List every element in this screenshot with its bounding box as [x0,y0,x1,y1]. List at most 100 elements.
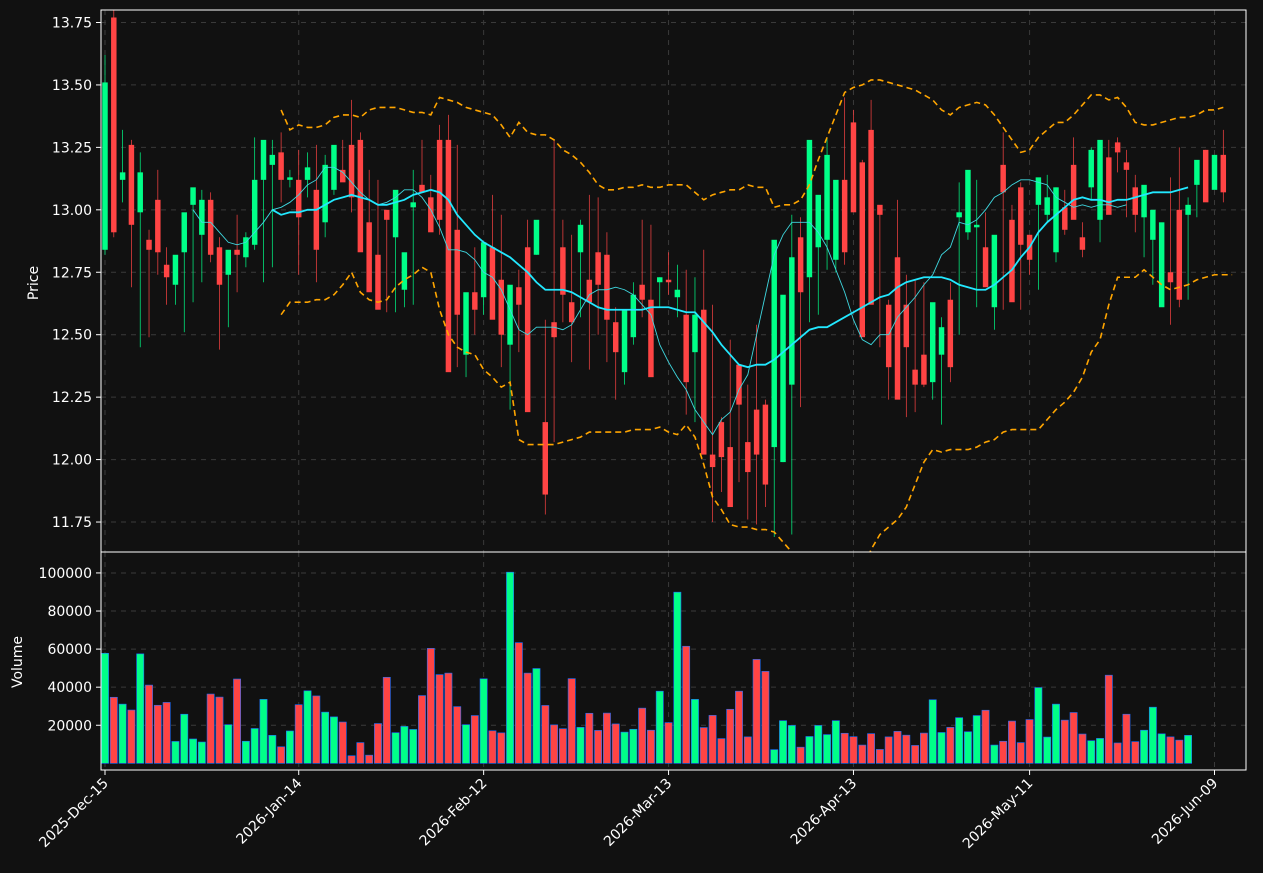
candle-body [384,209,390,220]
candle-body [789,257,795,385]
volume-bar [347,755,356,764]
volume-bar [567,678,576,764]
price-tick-label: 12.50 [52,328,92,344]
volume-bar [286,730,294,764]
candle-body [1194,159,1200,185]
candle-body [991,234,998,308]
volume-bar [1131,741,1140,764]
candle-body [137,172,143,213]
candle-body [419,184,425,193]
candle-body [630,294,637,338]
candle-body [119,172,126,180]
price-grid [101,10,1246,552]
volume-bar [726,708,735,764]
volume-bar [532,668,541,764]
price-tick-label: 12.00 [52,453,92,469]
volume-bar [330,716,338,764]
volume-axis-label: Volume [10,636,26,688]
candle-body [938,327,945,355]
candle-body [1070,164,1077,220]
volume-bar [1096,738,1104,764]
volume-bar [814,725,823,764]
candle-body [1088,149,1094,188]
volume-bar [294,704,303,764]
volume-bar [206,693,215,764]
candle-body [692,314,698,353]
volume-bar [831,720,840,764]
volume-bar [603,712,611,764]
volume-bar [136,653,145,764]
candle-body [736,364,742,405]
volume-bar [523,672,532,764]
volume-bar [1104,674,1113,764]
volume-bar [735,690,743,764]
moving-average-thick-line [271,186,1189,369]
candle-body [1220,154,1227,193]
volume-bar [558,728,567,764]
candle-body [560,247,566,295]
volume-bar [787,725,796,764]
volume-bar [928,699,937,764]
candle-body [172,254,179,285]
candle-body [516,287,522,305]
volume-bar [585,712,594,764]
volume-tick-label: 80000 [47,604,92,620]
volume-bar [479,678,488,764]
volume-bar [444,672,453,764]
candle-body [225,249,232,275]
candle-body [797,237,804,293]
candle-body [1211,154,1218,190]
candle-body [428,197,434,233]
candle-body [181,212,187,253]
volume-bar [743,736,752,764]
volume-bar [462,724,470,764]
candle-body [701,309,707,455]
candle-body [454,229,460,315]
candle-body [753,409,760,455]
volume-bar [409,729,418,764]
volume-bar [541,705,550,764]
volume-bar [514,642,523,764]
candle-body [304,167,311,180]
candle-body [1000,164,1006,193]
volume-bar [1087,740,1096,764]
volume-bar [1060,719,1069,764]
volume-bar [972,715,981,764]
candle-body [498,279,504,335]
candle-body [1018,187,1024,245]
price-axis-label: Price [26,266,42,300]
volume-bar [365,754,374,764]
volume-bar [1025,719,1034,764]
volume-bar [920,732,928,764]
volume-bar [145,684,153,764]
volume-bar [611,723,620,764]
volume-bar [955,717,964,764]
candle-body [657,277,663,283]
volume-bar [1122,713,1131,764]
volume-bar [576,727,585,764]
bollinger-lower-line [280,266,1233,552]
volume-bar [796,746,805,764]
volume-panel-frame [100,551,1247,771]
volume-bar [867,733,875,764]
candle-body [216,247,223,285]
candle-body [1079,237,1086,250]
candle-body [1097,139,1103,220]
volume-bar [1166,736,1175,764]
volume-bar [233,678,241,764]
candle-body [375,254,381,310]
candle-body [1123,162,1130,170]
volume-bar [338,721,347,764]
candle-body [1158,222,1165,308]
candle-body [322,164,328,223]
candle-body [1053,187,1059,253]
volume-bar [1008,720,1016,764]
volume-bar [1078,733,1087,764]
candle-body [128,144,135,225]
volume-tick-label: 100000 [39,566,92,582]
volume-bar [162,702,171,764]
volume-bar [1175,739,1184,764]
candle-body [586,279,593,303]
volume-bar [691,699,699,764]
